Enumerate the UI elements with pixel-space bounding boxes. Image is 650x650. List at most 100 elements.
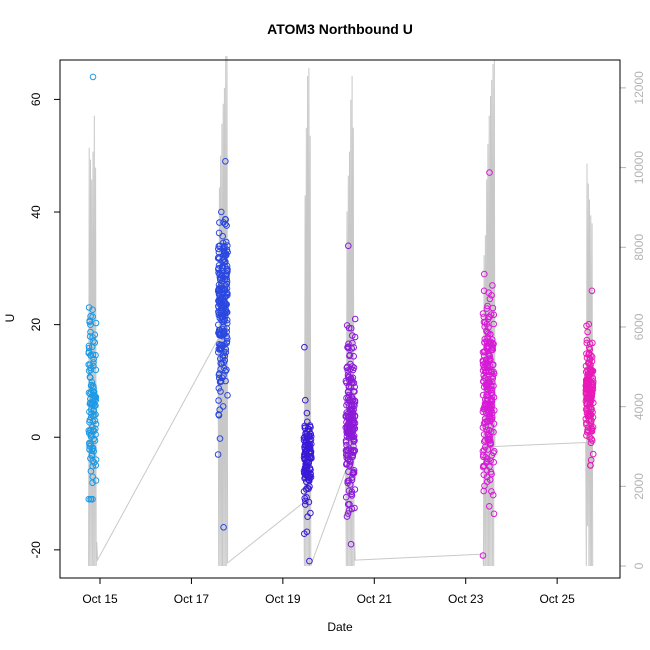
data-point-group-3 [302,429,310,437]
data-point-group-1 [89,306,96,314]
data-point-group-5 [489,491,497,499]
data-point-group-2 [223,262,231,270]
data-point-group-5 [486,169,493,176]
data-point-group-5 [490,428,497,436]
data-point-group-6 [583,377,590,385]
data-point-group-2 [223,278,231,286]
data-point-group-1 [90,385,97,392]
data-point-group-5 [479,310,487,317]
data-point-group-2 [214,451,222,458]
data-point-group-2 [215,341,223,348]
data-point-group-2 [216,332,223,339]
data-point-group-3 [302,468,310,475]
data-point-group-3 [303,434,311,442]
data-point-group-5 [479,358,487,366]
data-point-group-6 [585,373,592,380]
data-point-group-1 [92,477,100,484]
data-point-group-6 [582,382,590,389]
data-point-group-1 [87,495,94,503]
data-point-group-2 [223,320,231,327]
data-point-group-2 [215,411,222,418]
data-point-group-5 [483,478,491,486]
data-point-group-5 [491,447,498,455]
data-point-group-1 [87,467,95,475]
data-point-group-6 [584,428,591,436]
data-point-group-4 [343,460,351,468]
y-tick-label: -20 [29,541,43,559]
x-tick-label: Oct 25 [539,592,575,606]
data-point-group-6 [588,353,596,361]
data-point-group-4 [345,340,352,348]
data-point-group-6 [584,328,591,336]
data-point-group-5 [481,270,488,278]
data-point-group-6 [582,406,590,413]
data-point-group-3 [302,396,309,404]
data-point-group-1 [91,437,99,444]
data-point-group-5 [483,473,491,481]
data-point-group-1 [86,442,93,450]
secondary-tick-label: 10000 [632,151,646,185]
data-point-group-2 [220,364,228,372]
data-point-group-5 [486,408,493,416]
data-point-group-6 [586,396,594,404]
data-point-group-2 [222,238,230,246]
data-point-group-1 [85,367,93,375]
data-point-group-2 [219,403,227,410]
data-point-group-3 [307,449,314,457]
data-point-group-3 [302,497,309,505]
data-point-group-2 [216,284,223,292]
data-point-group-3 [304,441,312,449]
data-point-group-1 [87,431,94,439]
data-point-group-4 [345,242,352,250]
data-point-group-5 [485,324,492,331]
data-point-group-1 [92,351,99,359]
data-point-group-5 [486,344,493,351]
data-point-group-5 [487,417,494,425]
data-point-group-5 [484,302,491,310]
secondary-tick-label: 2000 [632,473,646,500]
y-tick-label: 40 [29,205,43,219]
y-tick-label: 0 [29,434,43,441]
data-point-group-4 [342,493,350,501]
data-point-group-6 [589,450,597,458]
data-point-group-5 [490,458,498,466]
data-point-group-5 [480,348,488,355]
data-point-group-1 [90,338,97,345]
data-point-group-5 [480,405,488,413]
x-tick-label: Oct 17 [174,592,210,606]
data-point-group-4 [350,433,357,441]
data-point-group-3 [307,473,315,481]
data-point-group-2 [220,249,228,257]
data-point-group-4 [350,353,358,360]
data-point-group-1 [89,73,97,81]
data-point-group-2 [215,281,223,289]
data-point-group-2 [215,385,223,392]
data-point-group-5 [486,503,493,510]
data-point-group-4 [345,417,353,425]
data-point-group-2 [217,377,225,385]
data-point-group-1 [85,495,93,503]
data-point-group-2 [224,266,231,273]
y-axis-title: U [3,314,17,323]
data-point-group-4 [347,377,355,384]
data-point-group-5 [485,339,493,346]
data-point-group-3 [307,433,315,440]
data-point-group-4 [349,470,357,478]
data-point-group-1 [86,439,93,447]
data-point-group-3 [306,464,314,472]
data-point-group-3 [306,557,313,565]
data-point-group-4 [344,367,352,374]
data-point-group-1 [87,413,95,421]
data-point-group-4 [350,442,357,450]
data-point-group-3 [307,509,314,517]
data-point-group-3 [303,409,311,417]
data-point-group-5 [488,398,496,405]
data-point-group-5 [479,391,487,399]
data-point-group-4 [342,451,350,459]
data-point-group-5 [485,289,493,297]
data-point-group-6 [588,367,596,374]
data-point-group-1 [87,328,94,336]
data-point-group-5 [490,449,497,457]
data-point-group-4 [350,426,357,433]
